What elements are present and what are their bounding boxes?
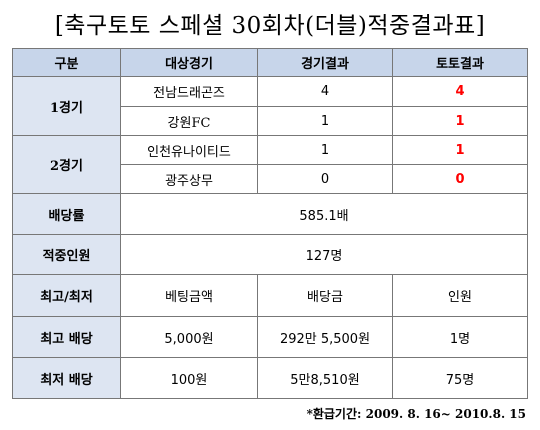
header-toto-result: 토토결과 [392, 48, 528, 77]
max-payout-row: 최고 배당 5,000원 292만 5,500원 1명 [12, 316, 528, 358]
page-title: [축구토토 스페셜 30회차(더블)적중결과표] [54, 13, 486, 39]
header-game-result: 경기결과 [257, 48, 393, 77]
team-name: 광주상무 [120, 164, 258, 194]
header-match: 대상경기 [120, 48, 258, 77]
game-label: 2경기 [12, 135, 121, 194]
max-payout-label: 최고 배당 [12, 316, 121, 358]
table-row: 광주상무 0 0 [13, 164, 528, 194]
min-payout-count: 75명 [392, 357, 528, 399]
team-name: 강원FC [120, 106, 258, 136]
winners-value: 127명 [120, 234, 528, 275]
dividend-value: 585.1배 [120, 193, 528, 235]
max-payout-amount: 292만 5,500원 [257, 316, 393, 358]
game-score: 1 [257, 106, 393, 136]
header-category: 구분 [12, 48, 121, 77]
game-score: 0 [257, 164, 393, 194]
min-payout-label: 최저 배당 [12, 357, 121, 399]
winners-row: 적중인원 127명 [12, 234, 528, 275]
table-row: 1경기 전남드래곤즈 4 4 [12, 76, 528, 136]
max-bet-amount: 5,000원 [120, 316, 258, 358]
game-score: 1 [257, 135, 393, 165]
toto-score: 0 [392, 164, 528, 194]
header-row: 구분 대상경기 경기결과 토토결과 [12, 48, 528, 77]
payout-header: 배당금 [257, 274, 393, 317]
max-payout-count: 1명 [392, 316, 528, 358]
extremes-header-row: 최고/최저 베팅금액 배당금 인원 [12, 274, 528, 317]
toto-score: 1 [392, 135, 528, 165]
team-name: 전남드래곤즈 [120, 76, 258, 107]
extremes-label: 최고/최저 [12, 274, 121, 317]
game-label: 1경기 [12, 76, 121, 136]
min-payout-amount: 5만8,510원 [257, 357, 393, 399]
refund-period-note: *환급기간: 2009. 8. 16~ 2010.8. 15 [306, 407, 526, 421]
bet-amount-header: 베팅금액 [120, 274, 258, 317]
table-row: 2경기 인천유나이티드 1 1 [12, 135, 528, 194]
team-name: 인천유나이티드 [120, 135, 258, 165]
dividend-row: 배당률 585.1배 [12, 193, 528, 235]
min-payout-row: 최저 배당 100원 5만8,510원 75명 [12, 357, 528, 399]
dividend-label: 배당률 [12, 193, 121, 235]
toto-score: 1 [392, 106, 528, 136]
table-row: 강원FC 1 1 [13, 106, 528, 136]
min-bet-amount: 100원 [120, 357, 258, 399]
count-header: 인원 [392, 274, 528, 317]
game-score: 4 [257, 76, 393, 107]
winners-label: 적중인원 [12, 234, 121, 275]
toto-score: 4 [392, 76, 528, 107]
results-table: 구분 대상경기 경기결과 토토결과 1경기 전남드래곤즈 4 4 강원FC 1 … [12, 48, 528, 399]
